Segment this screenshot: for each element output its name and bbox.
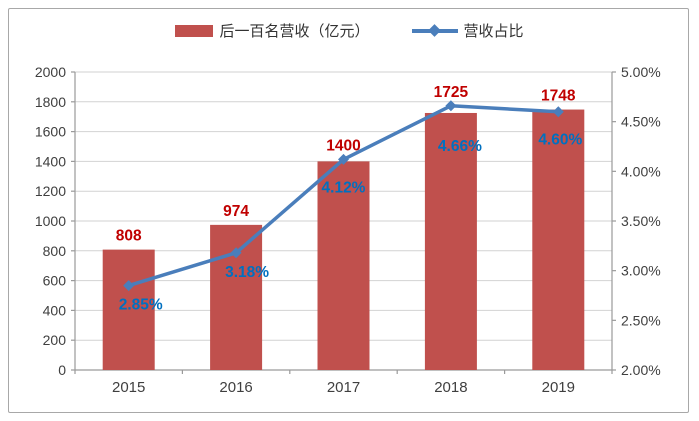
right-axis-tick-label: 2.00% xyxy=(621,362,661,378)
bar-value-label: 1748 xyxy=(541,88,576,105)
left-axis-tick-label: 600 xyxy=(43,273,67,289)
x-axis-category-label: 2015 xyxy=(112,379,145,396)
bar-2019[interactable] xyxy=(532,109,585,370)
legend-item-ratio[interactable]: 营收占比 xyxy=(411,20,524,41)
legend-label-ratio: 营收占比 xyxy=(463,23,524,40)
left-axis-tick-label: 0 xyxy=(58,362,66,378)
x-axis-category-label: 2018 xyxy=(434,379,467,396)
left-axis-tick-label: 800 xyxy=(43,243,67,259)
left-axis-tick-label: 400 xyxy=(43,302,67,318)
legend-label-revenue: 后一百名营收（亿元） xyxy=(219,23,370,40)
bar-2015[interactable] xyxy=(102,249,155,370)
x-axis-category-label: 2019 xyxy=(542,379,575,396)
left-axis-tick-label: 1200 xyxy=(35,183,66,199)
line-marker-2018[interactable] xyxy=(445,100,457,112)
line-marker-2019[interactable] xyxy=(552,106,564,118)
legend-item-revenue[interactable]: 后一百名营收（亿元） xyxy=(175,20,370,41)
right-axis-tick-label: 3.50% xyxy=(621,213,661,229)
bar-swatch-icon xyxy=(175,24,214,37)
bar-value-label: 974 xyxy=(223,203,249,220)
right-axis-tick-label: 3.00% xyxy=(621,263,661,279)
left-axis-tick-label: 1000 xyxy=(35,213,66,229)
pct-value-label: 2.85% xyxy=(119,297,163,314)
left-axis-tick-label: 1800 xyxy=(35,94,66,110)
bar-2017[interactable] xyxy=(317,161,370,370)
right-axis-tick-label: 4.00% xyxy=(621,163,661,179)
right-axis-tick-label: 4.50% xyxy=(621,114,661,130)
legend: 后一百名营收（亿元） 营收占比 xyxy=(0,20,699,41)
line-marker-2016[interactable] xyxy=(230,247,242,259)
x-axis-category-label: 2016 xyxy=(219,379,252,396)
line-marker-2015[interactable] xyxy=(123,280,135,292)
pct-value-label: 4.12% xyxy=(322,179,366,196)
bar-2016[interactable] xyxy=(210,224,263,370)
left-axis-tick-label: 1600 xyxy=(35,124,66,140)
bar-value-label: 1400 xyxy=(326,137,360,154)
pct-value-label: 4.66% xyxy=(438,138,482,155)
line-swatch-icon xyxy=(411,23,458,37)
left-axis-tick-label: 2000 xyxy=(35,64,66,80)
pct-value-label: 4.60% xyxy=(538,132,582,149)
pct-value-label: 3.18% xyxy=(225,264,269,281)
left-axis-tick-label: 200 xyxy=(43,332,67,348)
bar-value-label: 808 xyxy=(116,228,142,245)
right-axis-tick-label: 2.50% xyxy=(621,312,661,328)
line-marker-2017[interactable] xyxy=(338,153,349,165)
x-axis-category-label: 2017 xyxy=(327,379,360,396)
right-axis-tick-label: 5.00% xyxy=(621,64,661,80)
bar-value-label: 1725 xyxy=(434,84,469,101)
left-axis-tick-label: 1400 xyxy=(35,153,66,169)
bar-2018[interactable] xyxy=(424,112,477,370)
